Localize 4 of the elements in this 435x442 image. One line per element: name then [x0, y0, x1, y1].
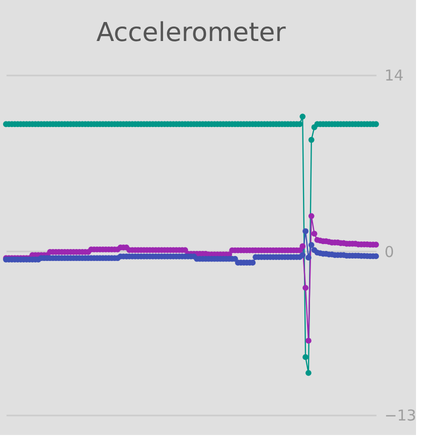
y-tick-label: −13 — [384, 406, 416, 424]
y-tick-label: 14 — [384, 66, 404, 84]
y-tick-label: 0 — [384, 242, 394, 261]
chart-title: Accelerometer — [96, 18, 286, 48]
